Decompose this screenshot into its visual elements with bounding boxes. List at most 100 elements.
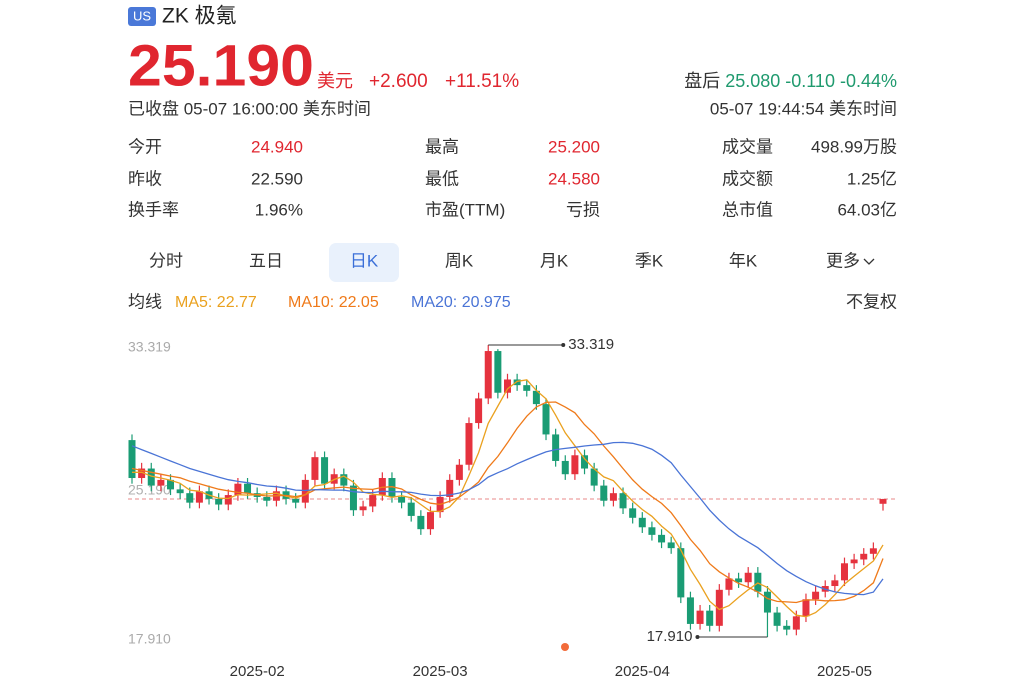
candle-body: [609, 493, 617, 501]
candle-body: [484, 351, 492, 399]
candle-body: [850, 559, 858, 564]
tab[interactable]: 季K: [635, 251, 664, 270]
candle-body: [407, 502, 415, 516]
stat-value: 24.580: [548, 169, 600, 188]
x-tick-label: 2025-04: [615, 663, 670, 680]
candle-body: [321, 457, 329, 484]
x-tick-label: 2025-05: [817, 663, 872, 680]
x-tick-label: 2025-03: [413, 663, 468, 680]
candle-body: [561, 460, 569, 475]
stat-label: 换手率: [128, 200, 179, 219]
candle-body: [426, 512, 434, 530]
stat-value: 1.25亿: [847, 169, 897, 188]
event-dot[interactable]: [561, 643, 569, 651]
after-hours-after-pct: -0.44%: [840, 71, 897, 91]
candle-body: [725, 578, 733, 590]
tab[interactable]: 更多: [826, 251, 860, 270]
tab-active-bg: [329, 243, 399, 282]
stat-label: 今开: [128, 137, 162, 156]
legend-entry: MA10: 22.05: [288, 294, 379, 311]
candle-body: [696, 610, 704, 624]
candle-body: [398, 496, 406, 503]
stat-label: 最高: [425, 137, 459, 156]
tab[interactable]: 年K: [729, 251, 758, 270]
candle-body: [677, 548, 685, 598]
tab[interactable]: 日K: [350, 251, 379, 270]
candle-body: [455, 464, 463, 480]
stat-label: 成交额: [722, 169, 773, 188]
candle-body: [465, 423, 473, 465]
candle-body: [340, 474, 348, 486]
legend-entry: MA5: 22.77: [175, 294, 257, 311]
tab[interactable]: 周K: [445, 251, 474, 270]
change-pct: +11.51%: [445, 71, 519, 92]
tab[interactable]: 分时: [149, 251, 183, 270]
change: +2.600: [369, 71, 428, 92]
candle-body: [195, 491, 203, 503]
candle-body: [542, 404, 550, 435]
candle-body: [176, 489, 184, 494]
tab[interactable]: 月K: [540, 251, 569, 270]
candle-body: [590, 468, 598, 486]
candle-body: [802, 599, 810, 617]
candle-body: [292, 498, 300, 503]
candle-body: [378, 478, 386, 496]
candle-body: [388, 478, 396, 497]
legend-entry: MA20: 20.975: [411, 294, 511, 311]
candle-body: [301, 479, 309, 503]
candle-body: [879, 499, 887, 504]
candle-body: [869, 548, 877, 554]
candle-body: [792, 616, 800, 630]
stat-label: 市盈(TTM): [425, 200, 505, 219]
stat-label: 总市值: [722, 200, 773, 219]
candle-body: [494, 351, 502, 393]
candle-body: [532, 390, 540, 405]
candle-body: [523, 385, 531, 391]
ref-line-label: 25.190: [128, 482, 171, 498]
y-tick-label: 17.910: [128, 631, 171, 647]
candle-body: [571, 455, 579, 475]
candle-body: [167, 479, 175, 490]
after-hours-after-price: 25.080: [725, 71, 780, 91]
candle-body: [186, 493, 194, 503]
candle-body: [735, 578, 743, 583]
stat-value: 24.940: [251, 137, 303, 156]
stat-value: 1.96%: [255, 200, 303, 219]
stat-value: 25.200: [548, 137, 600, 156]
low-annotation-dot: [695, 635, 700, 639]
low-annotation: 17.910: [647, 628, 693, 645]
after-hours-time: 05-07 19:44:54 美东时间: [710, 99, 897, 118]
after-hours-after-label: 盘后: [684, 71, 720, 91]
candle-body: [648, 527, 656, 535]
candle-body: [600, 485, 608, 501]
candle-body: [475, 398, 483, 424]
candle-body: [224, 495, 232, 505]
adjust-mode[interactable]: 不复权: [846, 292, 897, 311]
close-status: 已收盘 05-07 16:00:00 美东时间: [128, 99, 371, 118]
candle-body: [446, 479, 454, 497]
high-annotation-dot: [561, 343, 566, 347]
y-tick-label: 33.319: [128, 339, 171, 355]
candle-body: [686, 597, 694, 624]
candle-body: [417, 515, 425, 530]
candle-body: [629, 508, 637, 518]
ma-line: [131, 441, 884, 596]
candle-body: [812, 591, 820, 600]
candle-body: [831, 580, 839, 587]
stat-value: 亏损: [566, 200, 600, 219]
candle-body: [715, 589, 723, 626]
after-hours-after-change: -0.110: [785, 71, 835, 91]
candle-body: [744, 572, 752, 583]
tab[interactable]: 五日: [249, 251, 283, 270]
candle-body: [138, 468, 146, 479]
stat-label: 最低: [425, 169, 459, 188]
stat-value: 498.99万股: [811, 137, 897, 156]
candle-body: [157, 479, 165, 486]
candle-body: [860, 553, 868, 560]
currency: 美元: [317, 71, 353, 91]
candle-body: [147, 468, 155, 486]
candle-body: [359, 506, 367, 511]
candle-body: [667, 542, 675, 549]
